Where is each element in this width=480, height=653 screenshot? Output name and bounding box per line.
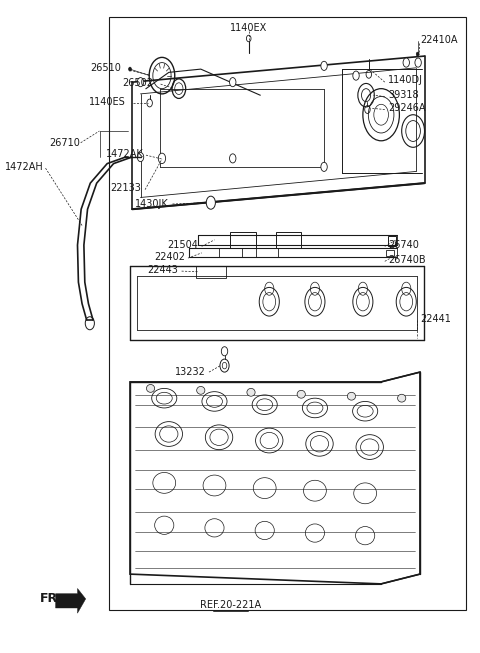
Ellipse shape xyxy=(146,385,155,392)
Circle shape xyxy=(416,52,419,56)
Circle shape xyxy=(221,347,228,356)
Polygon shape xyxy=(56,588,86,613)
Circle shape xyxy=(415,58,421,67)
Circle shape xyxy=(321,61,327,71)
Text: 26710: 26710 xyxy=(49,138,80,148)
Text: 1430JK: 1430JK xyxy=(135,199,169,209)
Text: 22410A: 22410A xyxy=(420,35,457,45)
Circle shape xyxy=(129,67,132,71)
Circle shape xyxy=(137,153,144,162)
Text: 22441: 22441 xyxy=(420,313,451,324)
Circle shape xyxy=(220,359,229,372)
Circle shape xyxy=(229,154,236,163)
Text: FR.: FR. xyxy=(40,592,63,605)
Text: 26740B: 26740B xyxy=(388,255,426,265)
Circle shape xyxy=(321,163,327,172)
Circle shape xyxy=(353,71,359,80)
Circle shape xyxy=(158,153,166,164)
Ellipse shape xyxy=(247,389,255,396)
Text: 26510: 26510 xyxy=(90,63,121,73)
Text: 21504: 21504 xyxy=(168,240,199,250)
Text: 1472AK: 1472AK xyxy=(106,149,144,159)
Ellipse shape xyxy=(197,387,205,394)
Text: 26740: 26740 xyxy=(388,240,419,250)
Circle shape xyxy=(206,196,216,209)
Text: 22402: 22402 xyxy=(154,252,185,262)
Circle shape xyxy=(137,78,144,87)
Text: 39318: 39318 xyxy=(388,90,419,100)
Text: 1140ES: 1140ES xyxy=(89,97,125,106)
Text: 1472AH: 1472AH xyxy=(4,162,43,172)
Text: REF.20-221A: REF.20-221A xyxy=(200,599,261,610)
Text: 22443: 22443 xyxy=(147,265,178,275)
Text: 1140DJ: 1140DJ xyxy=(388,75,423,85)
Ellipse shape xyxy=(348,392,356,400)
Text: 13232: 13232 xyxy=(174,367,205,377)
Ellipse shape xyxy=(297,390,305,398)
Text: 1140EX: 1140EX xyxy=(230,23,267,33)
Text: 29246A: 29246A xyxy=(388,103,425,113)
Circle shape xyxy=(229,78,236,87)
Circle shape xyxy=(403,58,409,67)
Circle shape xyxy=(246,35,251,42)
Text: 26502: 26502 xyxy=(122,78,153,88)
Ellipse shape xyxy=(397,394,406,402)
Text: 22133: 22133 xyxy=(110,183,142,193)
